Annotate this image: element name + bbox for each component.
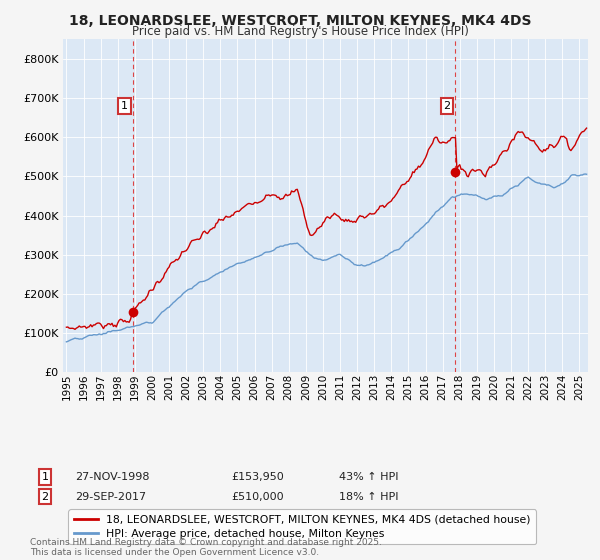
Text: 43% ↑ HPI: 43% ↑ HPI	[339, 472, 398, 482]
Text: 2: 2	[41, 492, 49, 502]
Text: 29-SEP-2017: 29-SEP-2017	[75, 492, 146, 502]
Text: £510,000: £510,000	[231, 492, 284, 502]
Text: 27-NOV-1998: 27-NOV-1998	[75, 472, 149, 482]
Legend: 18, LEONARDSLEE, WESTCROFT, MILTON KEYNES, MK4 4DS (detached house), HPI: Averag: 18, LEONARDSLEE, WESTCROFT, MILTON KEYNE…	[68, 510, 536, 544]
Text: 2: 2	[443, 101, 451, 111]
Text: 18% ↑ HPI: 18% ↑ HPI	[339, 492, 398, 502]
Text: 1: 1	[121, 101, 128, 111]
Text: 1: 1	[41, 472, 49, 482]
Text: £153,950: £153,950	[231, 472, 284, 482]
Text: Contains HM Land Registry data © Crown copyright and database right 2025.
This d: Contains HM Land Registry data © Crown c…	[30, 538, 382, 557]
Text: 18, LEONARDSLEE, WESTCROFT, MILTON KEYNES, MK4 4DS: 18, LEONARDSLEE, WESTCROFT, MILTON KEYNE…	[69, 14, 531, 28]
Text: Price paid vs. HM Land Registry's House Price Index (HPI): Price paid vs. HM Land Registry's House …	[131, 25, 469, 38]
